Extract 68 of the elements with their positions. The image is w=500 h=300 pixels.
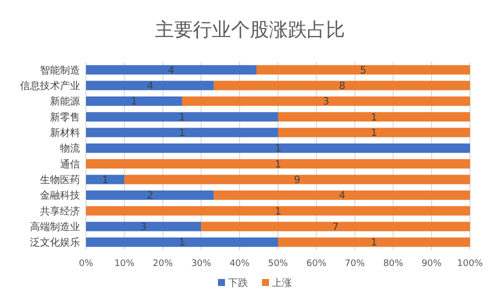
x-tick-label: 10% [114, 259, 135, 269]
x-tick-label: 80% [383, 259, 404, 269]
annotation: 4 [146, 81, 154, 92]
bar [86, 128, 278, 138]
y-tick-label: 新能源 [50, 96, 80, 108]
annotation: 1 [102, 175, 108, 186]
bar [278, 112, 470, 122]
bar [86, 190, 214, 200]
bar [86, 222, 202, 232]
annotation: 1 [274, 159, 282, 170]
y-tick-label: 高端制造业 [30, 221, 80, 233]
bar [278, 237, 470, 247]
y-tick-label: 新零售 [50, 111, 80, 124]
x-tick-label: 30% [191, 259, 212, 269]
bar [256, 65, 470, 75]
y-tick-label: 泛文化娱乐 [30, 236, 80, 249]
y-tick-label: 物流 [60, 142, 80, 155]
annotation: 8 [338, 81, 346, 92]
bar [182, 96, 470, 106]
x-tick-label: 50% [268, 259, 288, 269]
annotation: 3 [322, 96, 330, 108]
annotation: 1 [178, 128, 186, 139]
x-tick-label: 0% [78, 259, 94, 269]
legend-label: 下跌 [228, 277, 248, 289]
y-tick-label: 新材料 [50, 127, 80, 139]
y-tick-label: 通信 [60, 158, 80, 170]
x-tick-label: 40% [230, 259, 250, 269]
y-tick-label: 信息技术产业 [20, 80, 80, 92]
annotation: 1 [274, 144, 282, 155]
bar [86, 143, 470, 153]
x-tick-label: 60% [306, 259, 327, 269]
bar [86, 174, 124, 184]
x-tick-label: 90% [422, 259, 442, 269]
bar [86, 237, 278, 247]
annotation: 3 [140, 222, 147, 233]
bar [86, 112, 278, 122]
bar [214, 80, 470, 90]
annotation: 5 [360, 65, 366, 76]
y-tick-label: 生物医药 [40, 174, 80, 186]
annotation: 1 [370, 112, 378, 124]
annotation: 1 [274, 206, 282, 218]
annotation: 2 [146, 190, 154, 202]
bar [201, 222, 470, 232]
bar [86, 96, 182, 106]
x-tick-label: 70% [344, 259, 366, 269]
annotation: 1 [130, 96, 138, 108]
legend-label: 上涨 [272, 277, 292, 289]
annotation: 4 [338, 190, 346, 202]
annotation: 4 [168, 65, 174, 76]
x-tick-label: 100% [457, 259, 484, 269]
annotation: 1 [370, 128, 378, 139]
bar [86, 206, 470, 216]
annotation: 1 [370, 238, 378, 249]
bar [86, 80, 214, 90]
y-tick-label: 金融科技 [40, 190, 80, 202]
annotation: 1 [178, 238, 186, 249]
y-tick-label: 智能制造 [40, 64, 80, 76]
bar [86, 159, 470, 169]
bar [278, 128, 470, 138]
y-tick-label: 共享经济 [40, 205, 80, 218]
chart-title: 主要行业个股涨跌占比 [155, 19, 345, 41]
bar [124, 174, 470, 184]
annotation: 9 [294, 175, 300, 186]
annotation: 7 [332, 222, 339, 233]
bar [214, 190, 470, 200]
bar [86, 65, 256, 75]
x-tick-label: 20% [152, 259, 174, 269]
annotation: 1 [178, 112, 186, 124]
